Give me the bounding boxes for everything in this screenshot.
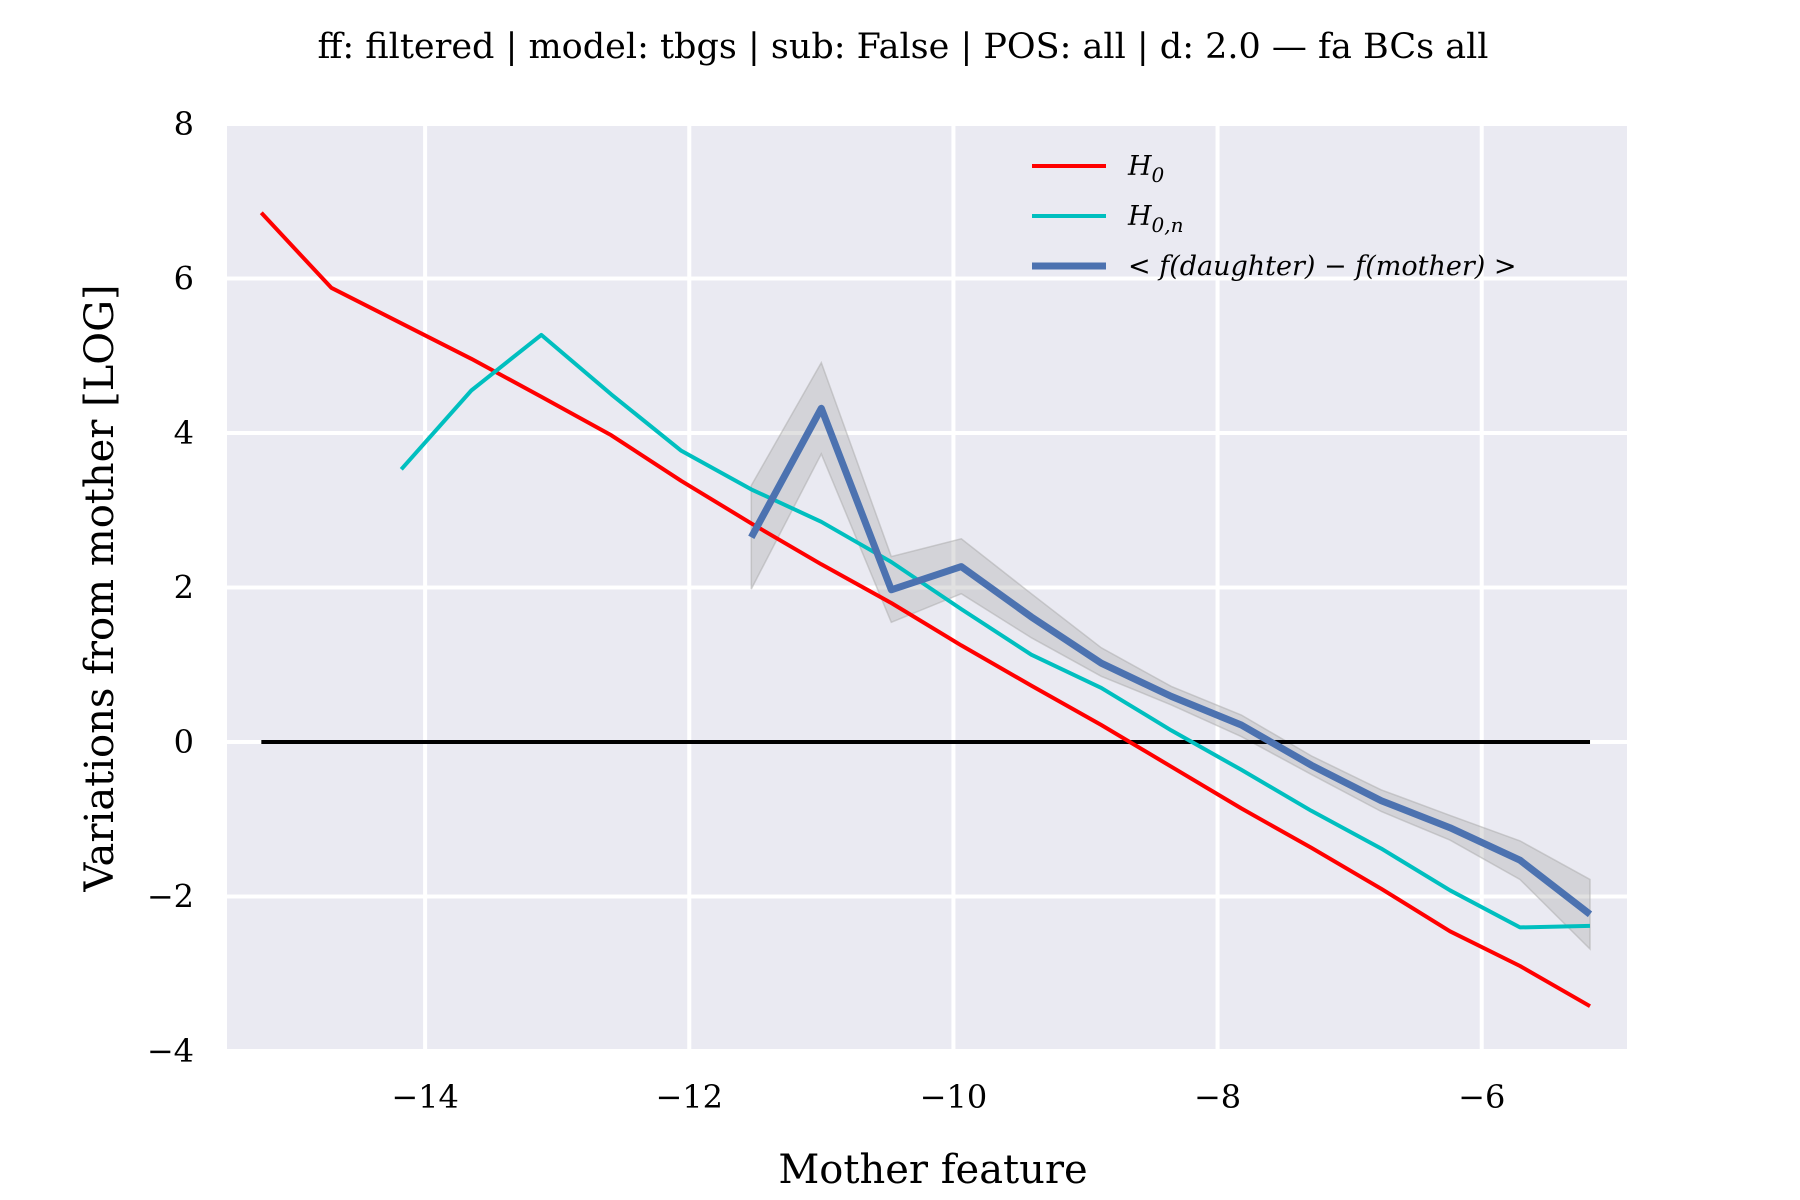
y-tick-label: −4 [147, 1032, 194, 1070]
y-tick-labels: −4 −2 0 2 4 6 8 [147, 105, 194, 1070]
y-tick-label: 4 [174, 414, 194, 452]
x-tick-label: −8 [1194, 1078, 1241, 1116]
h0n-line [399, 332, 1591, 930]
legend-label: < f(daughter) − f(mother) > [1128, 251, 1516, 282]
x-tick-label: −10 [920, 1078, 988, 1116]
y-tick-label: 8 [174, 105, 194, 143]
y-tick-label: 2 [174, 569, 194, 607]
y-tick-label: 0 [174, 723, 194, 761]
x-axis-label: Mother feature [778, 1147, 1087, 1193]
h0-line [259, 211, 1591, 1008]
y-tick-label: 6 [174, 260, 194, 298]
x-tick-labels: −14 −12 −10 −8 −6 [391, 1078, 1505, 1116]
chart-title: ff: filtered | model: tbgs | sub: False … [318, 27, 1489, 67]
y-tick-label: −2 [147, 878, 194, 916]
x-tick-label: −12 [655, 1078, 723, 1116]
x-tick-label: −6 [1458, 1078, 1505, 1116]
mean-difference-line [748, 404, 1593, 918]
y-axis-label: Variations from mother [LOG] [77, 284, 123, 892]
x-tick-label: −14 [391, 1078, 459, 1116]
series-lines [259, 211, 1593, 1008]
